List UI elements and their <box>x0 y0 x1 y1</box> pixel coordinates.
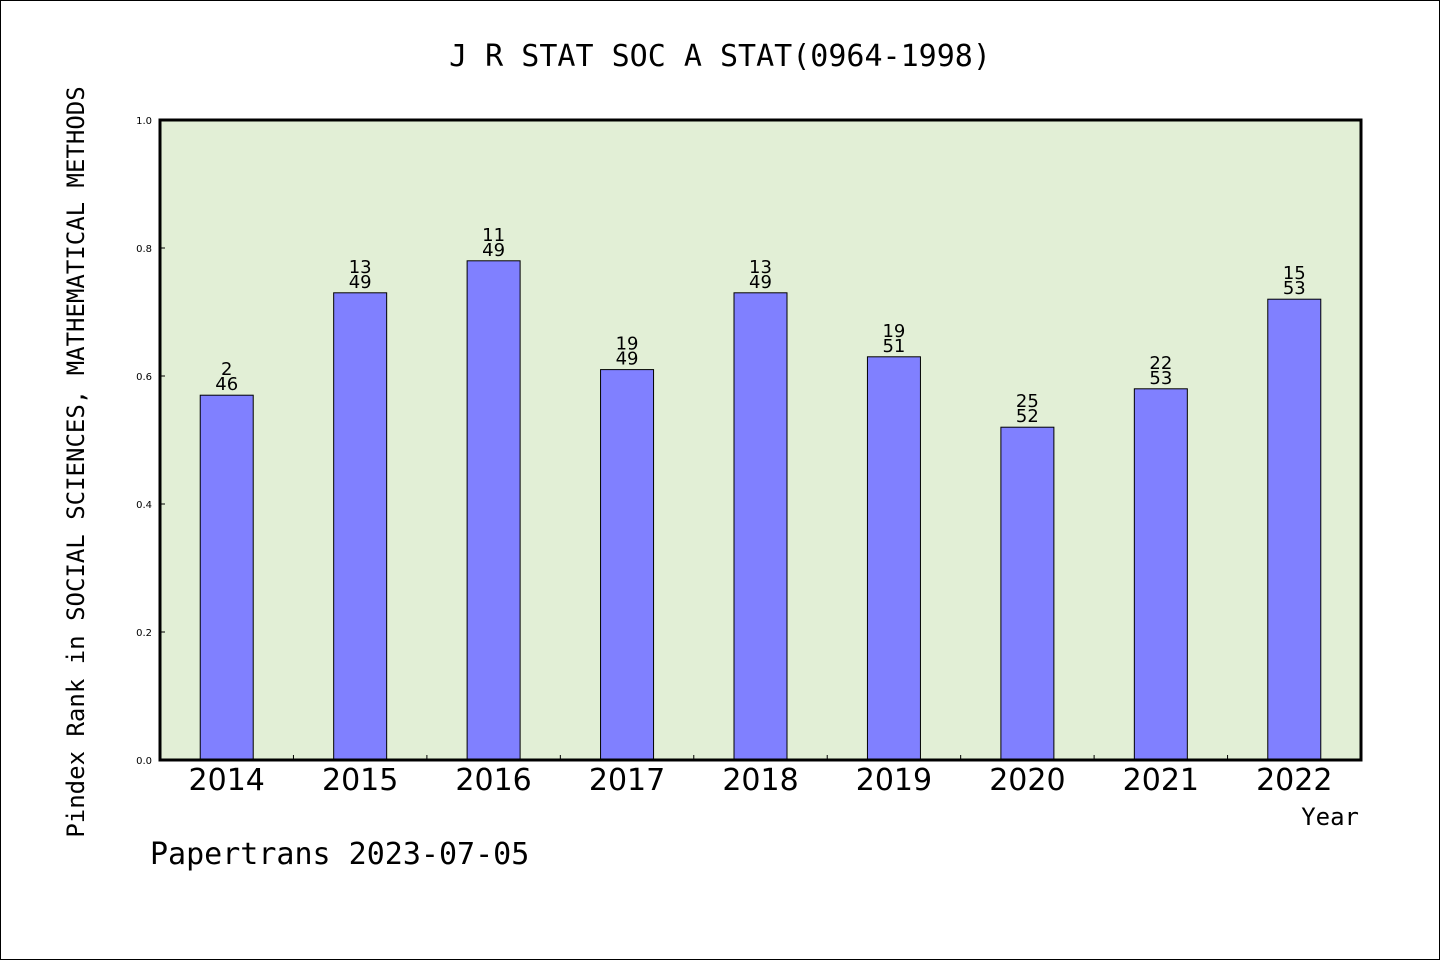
x-tick-label: 2022 <box>1256 763 1332 798</box>
data-label-total: 51 <box>882 336 905 357</box>
y-axis-label: Pindex Rank in SOCIAL SCIENCES, MATHEMAT… <box>62 86 90 837</box>
bar-2016 <box>466 260 521 761</box>
data-label-rank: 11 <box>482 225 505 246</box>
x-axis-ticks: 2014 2015 2016 2017 2018 2019 2020 2021 2022 <box>189 755 1332 798</box>
data-label-total: 46 <box>215 374 238 395</box>
data-label-total: 49 <box>349 272 372 293</box>
bar-2021 <box>1133 388 1188 761</box>
data-label-rank: 15 <box>1283 263 1306 284</box>
x-tick-label: 2015 <box>322 763 398 798</box>
y-tick-label: 1.0 <box>136 116 152 127</box>
x-tick-label: 2018 <box>722 763 798 798</box>
bar-2018 <box>733 292 788 761</box>
data-label-rank: 19 <box>882 321 905 342</box>
bar-2019 <box>866 356 921 761</box>
data-label-total: 53 <box>1149 368 1172 389</box>
bar-2017 <box>600 369 655 761</box>
data-label-rank: 19 <box>616 334 639 355</box>
y-tick-label: 0.2 <box>136 628 152 639</box>
footer-text: Papertrans 2023-07-05 <box>150 837 529 872</box>
x-tick-label: 2016 <box>455 763 531 798</box>
data-label-total: 49 <box>749 272 772 293</box>
y-tick-label: 0.8 <box>136 244 152 255</box>
bar-2015 <box>333 292 388 761</box>
x-tick-label: 2017 <box>589 763 665 798</box>
x-tick-label: 2021 <box>1123 763 1199 798</box>
plot-border <box>158 118 1363 762</box>
y-tick-label: 0.0 <box>136 756 152 767</box>
data-label-rank: 13 <box>349 257 372 278</box>
x-tick-label: 2019 <box>856 763 932 798</box>
bar-2022 <box>1267 298 1322 761</box>
data-label-rank: 13 <box>749 257 772 278</box>
data-label-rank: 25 <box>1016 391 1039 412</box>
bar-2014 <box>199 394 254 761</box>
y-tick-label: 0.6 <box>136 372 152 383</box>
data-label-rank: 22 <box>1149 353 1172 374</box>
bars-group <box>199 260 1322 761</box>
data-label-total: 49 <box>482 240 505 261</box>
y-tick-label: 0.4 <box>136 500 152 511</box>
x-tick-label: 2014 <box>189 763 265 798</box>
chart-title: J R STAT SOC A STAT(0964-1998) <box>449 39 991 74</box>
bar-2020 <box>1000 426 1055 761</box>
data-label-total: 52 <box>1016 406 1039 427</box>
data-label-total: 49 <box>616 349 639 370</box>
data-label-total: 53 <box>1283 278 1306 299</box>
x-axis-label: Year <box>1301 803 1359 831</box>
data-label-rank: 2 <box>221 359 232 380</box>
x-tick-label: 2020 <box>989 763 1065 798</box>
